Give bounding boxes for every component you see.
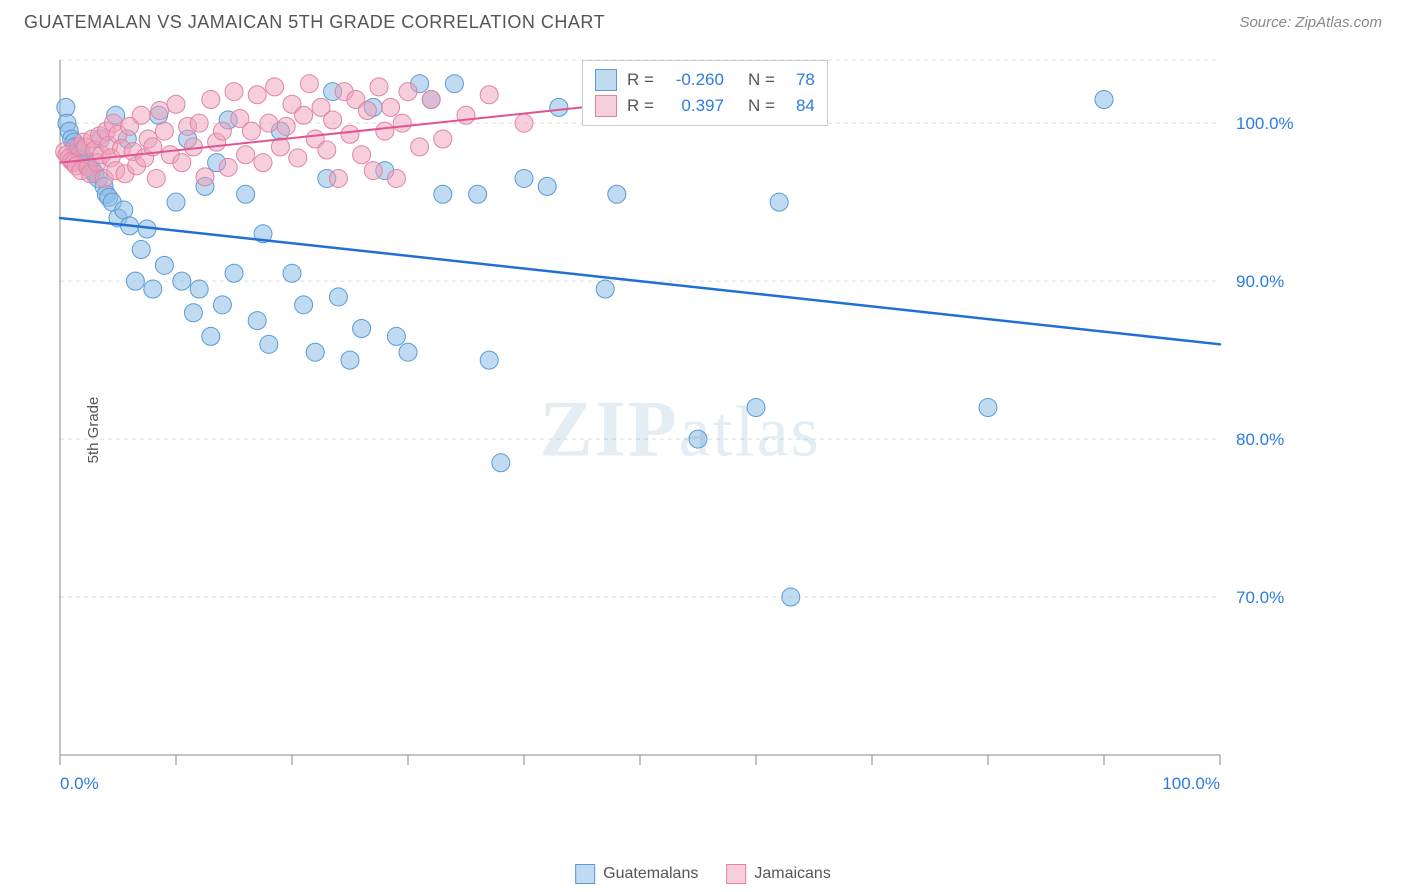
legend-swatch (575, 864, 595, 884)
stat-r-value: 0.397 (664, 96, 724, 116)
svg-text:80.0%: 80.0% (1236, 430, 1284, 449)
legend-item: Guatemalans (575, 864, 698, 884)
legend-item: Jamaicans (726, 864, 830, 884)
stat-r-value: -0.260 (664, 70, 724, 90)
stat-swatch (595, 69, 617, 91)
stat-swatch (595, 95, 617, 117)
svg-text:100.0%: 100.0% (1162, 774, 1220, 793)
stat-n-label: N = (748, 96, 775, 116)
legend-bottom: Guatemalans Jamaicans (575, 864, 831, 884)
stat-r-label: R = (627, 70, 654, 90)
scatter-chart: 70.0% 80.0% 90.0% 100.0% 0.0% 100.0% (50, 50, 1310, 810)
svg-text:100.0%: 100.0% (1236, 114, 1294, 133)
svg-text:90.0%: 90.0% (1236, 272, 1284, 291)
source-label: Source: ZipAtlas.com (1239, 14, 1382, 31)
stat-n-label: N = (748, 70, 775, 90)
chart-header: GUATEMALAN VS JAMAICAN 5TH GRADE CORRELA… (0, 0, 1406, 41)
chart-area: 5th Grade 70.0%80.0%90.0%100.0%0.0%100.0… (50, 50, 1310, 810)
correlation-stat-box: R = -0.260 N = 78 R = 0.397 N = 84 (582, 60, 828, 126)
stat-r-label: R = (627, 96, 654, 116)
chart-title: GUATEMALAN VS JAMAICAN 5TH GRADE CORRELA… (24, 12, 605, 33)
stat-row: R = 0.397 N = 84 (595, 93, 815, 119)
stat-n-value: 84 (785, 96, 815, 116)
svg-text:0.0%: 0.0% (60, 774, 99, 793)
stat-n-value: 78 (785, 70, 815, 90)
stat-row: R = -0.260 N = 78 (595, 67, 815, 93)
legend-label: Jamaicans (754, 865, 830, 882)
legend-label: Guatemalans (603, 865, 698, 882)
svg-text:70.0%: 70.0% (1236, 588, 1284, 607)
legend-swatch (726, 864, 746, 884)
